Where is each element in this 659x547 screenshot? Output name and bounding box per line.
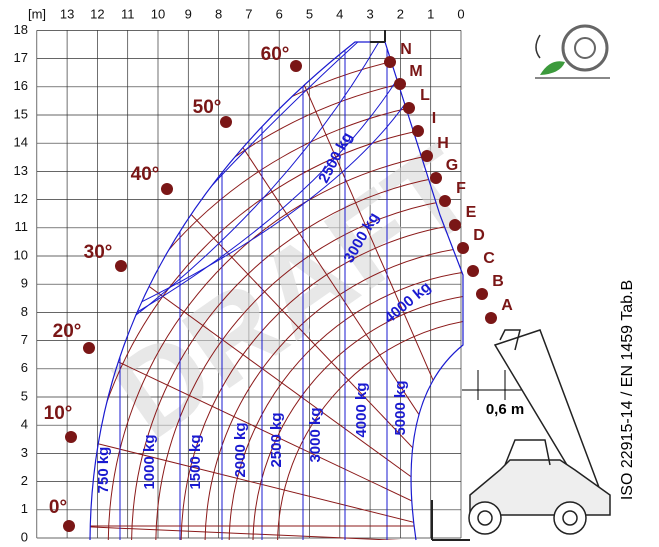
y-tick-label: 14	[14, 135, 28, 150]
reach-arc	[131, 177, 437, 540]
y-tick-label: 17	[14, 50, 28, 65]
y-tick-label: 5	[21, 388, 28, 403]
x-tick-label: 7	[245, 6, 252, 21]
boom-label: L	[420, 87, 430, 104]
x-tick-label: 11	[121, 6, 135, 21]
boom-dot	[430, 172, 442, 184]
angle-label: 20°	[53, 321, 82, 342]
y-tick-label: 15	[14, 106, 28, 121]
icon	[530, 10, 615, 80]
boom-label: N	[400, 41, 412, 58]
telehandler	[370, 30, 611, 541]
reach-arc	[107, 155, 428, 540]
envelope	[89, 41, 464, 541]
standard-note: ISO 22915-14 / EN 1459 Tab.B	[619, 280, 636, 500]
x-tick-label: 8	[215, 6, 222, 21]
angle-label: 10°	[44, 403, 73, 424]
reach-arc	[277, 317, 463, 540]
boom-label: D	[473, 227, 485, 244]
x-tick-label: 4	[336, 6, 343, 21]
reach-arc	[155, 200, 446, 540]
load-label: 4000 kg	[353, 382, 370, 437]
angle-dot	[65, 431, 77, 443]
load-label: 5000 kg	[392, 380, 409, 435]
boom-label: M	[409, 63, 422, 80]
boom-dot	[421, 150, 433, 162]
x-tick-label: 6	[276, 6, 283, 21]
angle-dot	[220, 116, 232, 128]
load-label: 2000 kg	[232, 422, 249, 477]
boom-label: I	[432, 110, 436, 127]
x-tick-label: 9	[185, 6, 192, 21]
y-tick-label: 12	[14, 191, 28, 206]
radial-line	[295, 65, 463, 540]
angle-dot	[115, 260, 127, 272]
y-tick-label: 1	[21, 501, 28, 516]
boom-label: B	[492, 273, 504, 290]
y-tick-label: 4	[21, 417, 28, 432]
boom-label: G	[446, 157, 458, 174]
boom-label: A	[501, 297, 513, 314]
y-tick-label: 8	[21, 304, 28, 319]
radial-line	[90, 525, 463, 540]
x-tick-label: 10	[151, 6, 165, 21]
reach-arc	[228, 270, 463, 540]
x-tick-label: 5	[306, 6, 313, 21]
y-tick-label: 7	[21, 332, 28, 347]
angle-label: 0°	[49, 497, 67, 518]
angle-dot	[63, 520, 75, 532]
boom-dot	[449, 219, 461, 231]
reach-arc	[180, 224, 456, 540]
x-tick-label: 3	[366, 6, 373, 21]
y-tick-label: 13	[14, 163, 28, 178]
x-tick-label: 2	[397, 6, 404, 21]
boom-label: E	[466, 204, 477, 221]
angle-dot	[290, 60, 302, 72]
angle-label: 30°	[84, 242, 113, 263]
x-tick-label: 1	[427, 6, 434, 21]
angle-label: 40°	[131, 164, 160, 185]
x-tick-label: 12	[90, 6, 104, 21]
y-tick-label: 0	[21, 529, 28, 544]
angle-label: 60°	[261, 44, 290, 65]
boom-dot	[384, 56, 396, 68]
angle-label: 50°	[193, 97, 222, 118]
load-label: 1000 kg	[141, 434, 158, 489]
load-label: 1500 kg	[187, 434, 204, 489]
boom-dot	[403, 102, 415, 114]
x-unit: [m]	[28, 6, 46, 21]
boom-dot	[485, 312, 497, 324]
boom-label: H	[437, 135, 449, 152]
reach-arc	[204, 247, 463, 540]
y-tick-label: 3	[21, 445, 28, 460]
boom-label: C	[483, 250, 495, 267]
boom-dot	[476, 288, 488, 300]
x-tick-label: 13	[60, 6, 74, 21]
angle-dot	[161, 183, 173, 195]
y-tick-label: 18	[14, 22, 28, 37]
boom-dot	[412, 125, 424, 137]
y-tick-label: 10	[14, 247, 28, 262]
reach-arc	[252, 293, 463, 540]
y-tick-label: 11	[15, 219, 29, 234]
y-tick-label: 16	[14, 78, 28, 93]
load-label: 3000 kg	[307, 407, 324, 462]
boom-dot	[439, 195, 451, 207]
boom-dot	[457, 242, 469, 254]
dimension-label: 0,6 m	[486, 401, 524, 418]
angle-dot	[83, 342, 95, 354]
y-tick-label: 9	[21, 276, 28, 291]
load-label: 750 kg	[95, 447, 112, 494]
boom-dot	[467, 265, 479, 277]
boom-label: F	[456, 180, 466, 197]
y-tick-label: 6	[21, 360, 28, 375]
y-tick-label: 2	[21, 473, 28, 488]
boom-dot	[394, 78, 406, 90]
x-tick-label: 0	[457, 6, 464, 21]
load-label: 2500 kg	[268, 412, 285, 467]
